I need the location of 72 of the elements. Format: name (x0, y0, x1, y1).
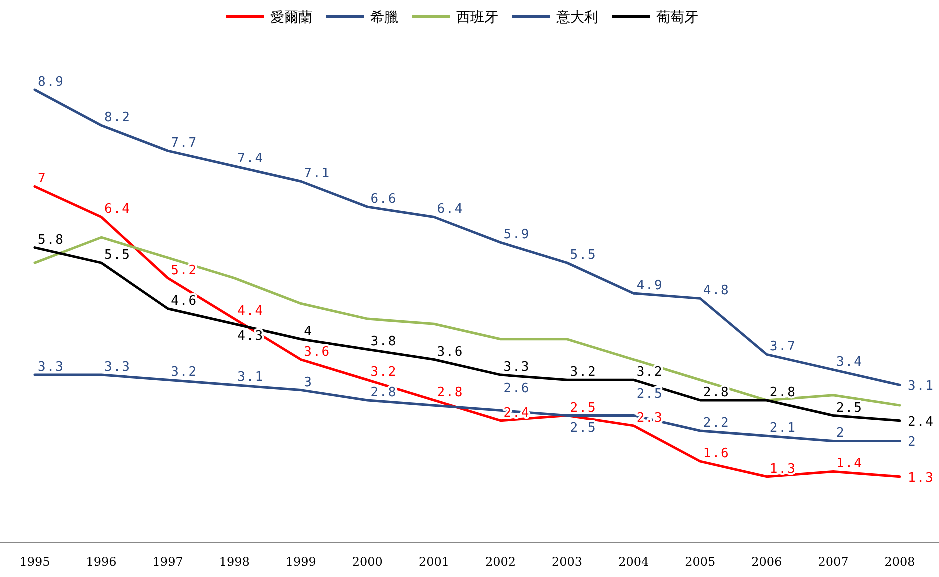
x-tick-label: 2002 (485, 555, 516, 569)
data-label: 2.5 (636, 386, 664, 402)
data-label: 7.4 (238, 151, 264, 166)
data-label: 3.6 (437, 344, 464, 360)
data-label: 3.4 (836, 354, 863, 370)
data-label: 7 (38, 172, 47, 187)
x-tick-label: 1999 (286, 555, 316, 569)
data-label: 1.4 (836, 456, 863, 472)
data-label: 2.4 (908, 414, 934, 430)
data-label: 3.2 (636, 365, 664, 380)
data-label: 4.6 (171, 294, 198, 309)
data-label: 3.3 (38, 360, 64, 376)
data-label: 3 (304, 375, 313, 390)
x-tick-label: 1998 (219, 555, 250, 569)
data-label: 2.8 (437, 385, 464, 400)
data-label: 2.5 (836, 400, 863, 416)
data-label: 2.1 (770, 421, 796, 436)
data-label: 5.2 (171, 263, 198, 278)
data-label: 6.4 (104, 202, 132, 218)
data-label: 1.3 (770, 462, 796, 477)
data-label: 6.4 (437, 202, 464, 218)
x-tick-label: 2007 (818, 555, 849, 569)
data-label: 3.8 (370, 334, 398, 350)
x-tick-label: 1995 (20, 555, 50, 569)
x-tick-label: 2004 (618, 555, 650, 569)
legend-label: 希臘 (370, 10, 398, 26)
data-label: 3.2 (171, 365, 198, 380)
data-label: 5.5 (104, 248, 132, 264)
data-label: 3.7 (770, 340, 796, 355)
legend-label: 葡萄牙 (656, 10, 698, 26)
data-label: 2.8 (370, 385, 398, 400)
data-label: 5.5 (570, 248, 597, 264)
x-tick-label: 2005 (685, 555, 716, 569)
data-label: 4.9 (636, 278, 664, 294)
data-label: 3.6 (304, 344, 331, 360)
data-label: 8.9 (38, 75, 64, 90)
data-label: 6.6 (370, 192, 398, 208)
data-label: 4.4 (238, 304, 264, 320)
data-label: 2 (908, 435, 917, 450)
data-label: 4.8 (703, 284, 730, 299)
x-tick-label: 2003 (552, 555, 583, 569)
legend-label: 西班牙 (456, 10, 498, 26)
data-label: 4.3 (238, 329, 264, 344)
data-label: 7.1 (304, 166, 331, 182)
data-label: 3.2 (570, 365, 597, 380)
data-label: 2.8 (703, 385, 730, 400)
data-label: 2.2 (703, 416, 730, 432)
data-label: 4 (304, 324, 313, 340)
data-label: 7.7 (171, 136, 198, 152)
data-label: 1.3 (908, 470, 934, 486)
data-label: 2.8 (770, 385, 796, 400)
x-tick-label: 2006 (752, 555, 782, 569)
data-label: 3.1 (908, 379, 934, 394)
x-tick-label: 1996 (86, 555, 117, 569)
data-label: 2.6 (504, 382, 530, 397)
data-label: 2.5 (570, 400, 597, 416)
x-tick-label: 1997 (152, 555, 184, 569)
data-label: 3.3 (104, 360, 132, 376)
data-label: 3.1 (238, 370, 264, 386)
legend-label: 愛爾蘭 (270, 10, 312, 26)
data-label: 2 (836, 426, 846, 442)
x-tick-label: 2001 (418, 555, 450, 569)
x-tick-label: 2008 (884, 555, 916, 569)
legend-label: 意大利 (556, 10, 598, 26)
data-label: 8.2 (104, 110, 132, 126)
data-label: 5.9 (504, 228, 530, 243)
data-label: 1.6 (703, 446, 730, 462)
data-label: 5.8 (38, 232, 64, 248)
x-tick-label: 2000 (352, 555, 383, 569)
data-label: 2.5 (570, 420, 597, 436)
data-label: 3.3 (504, 360, 530, 376)
data-label: 3.2 (370, 365, 398, 380)
